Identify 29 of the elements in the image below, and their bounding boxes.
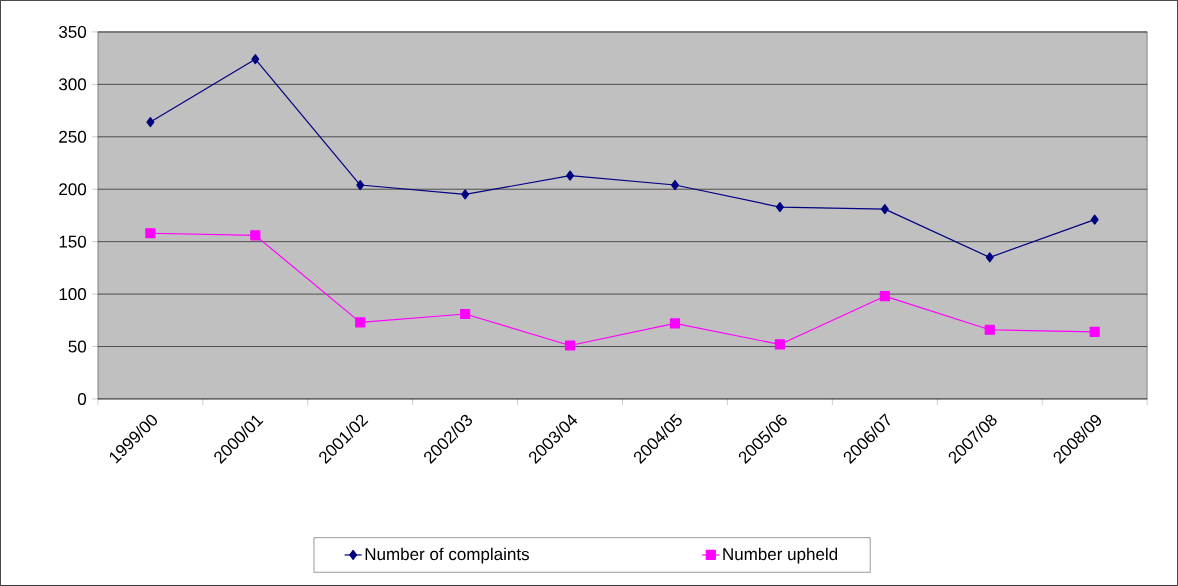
y-tick-label: 250 [59,130,87,143]
y-tick-label: 200 [59,183,87,196]
y-tick-label: 50 [68,340,87,353]
point [356,179,365,191]
point [566,170,575,181]
y-tick-label: 0 [77,392,87,406]
legend-label: Number of complaints [365,547,529,564]
point [985,252,994,263]
y-tick-label: 300 [59,78,87,91]
point [564,340,576,351]
point [355,317,366,328]
point [461,189,470,200]
point [1089,326,1100,337]
point [145,228,156,239]
point [774,339,786,350]
point [880,204,889,215]
y-tick-label: 350 [59,25,87,38]
point [251,54,260,65]
y-tick-label: 100 [59,288,87,301]
point [1090,214,1099,225]
point [250,230,261,241]
point [775,201,784,213]
point [460,308,471,320]
legend-label: Number upheld [723,547,838,564]
y-tick-label: 150 [59,235,87,248]
point [879,291,890,302]
point [669,318,681,329]
point [984,324,995,335]
point [146,117,155,128]
